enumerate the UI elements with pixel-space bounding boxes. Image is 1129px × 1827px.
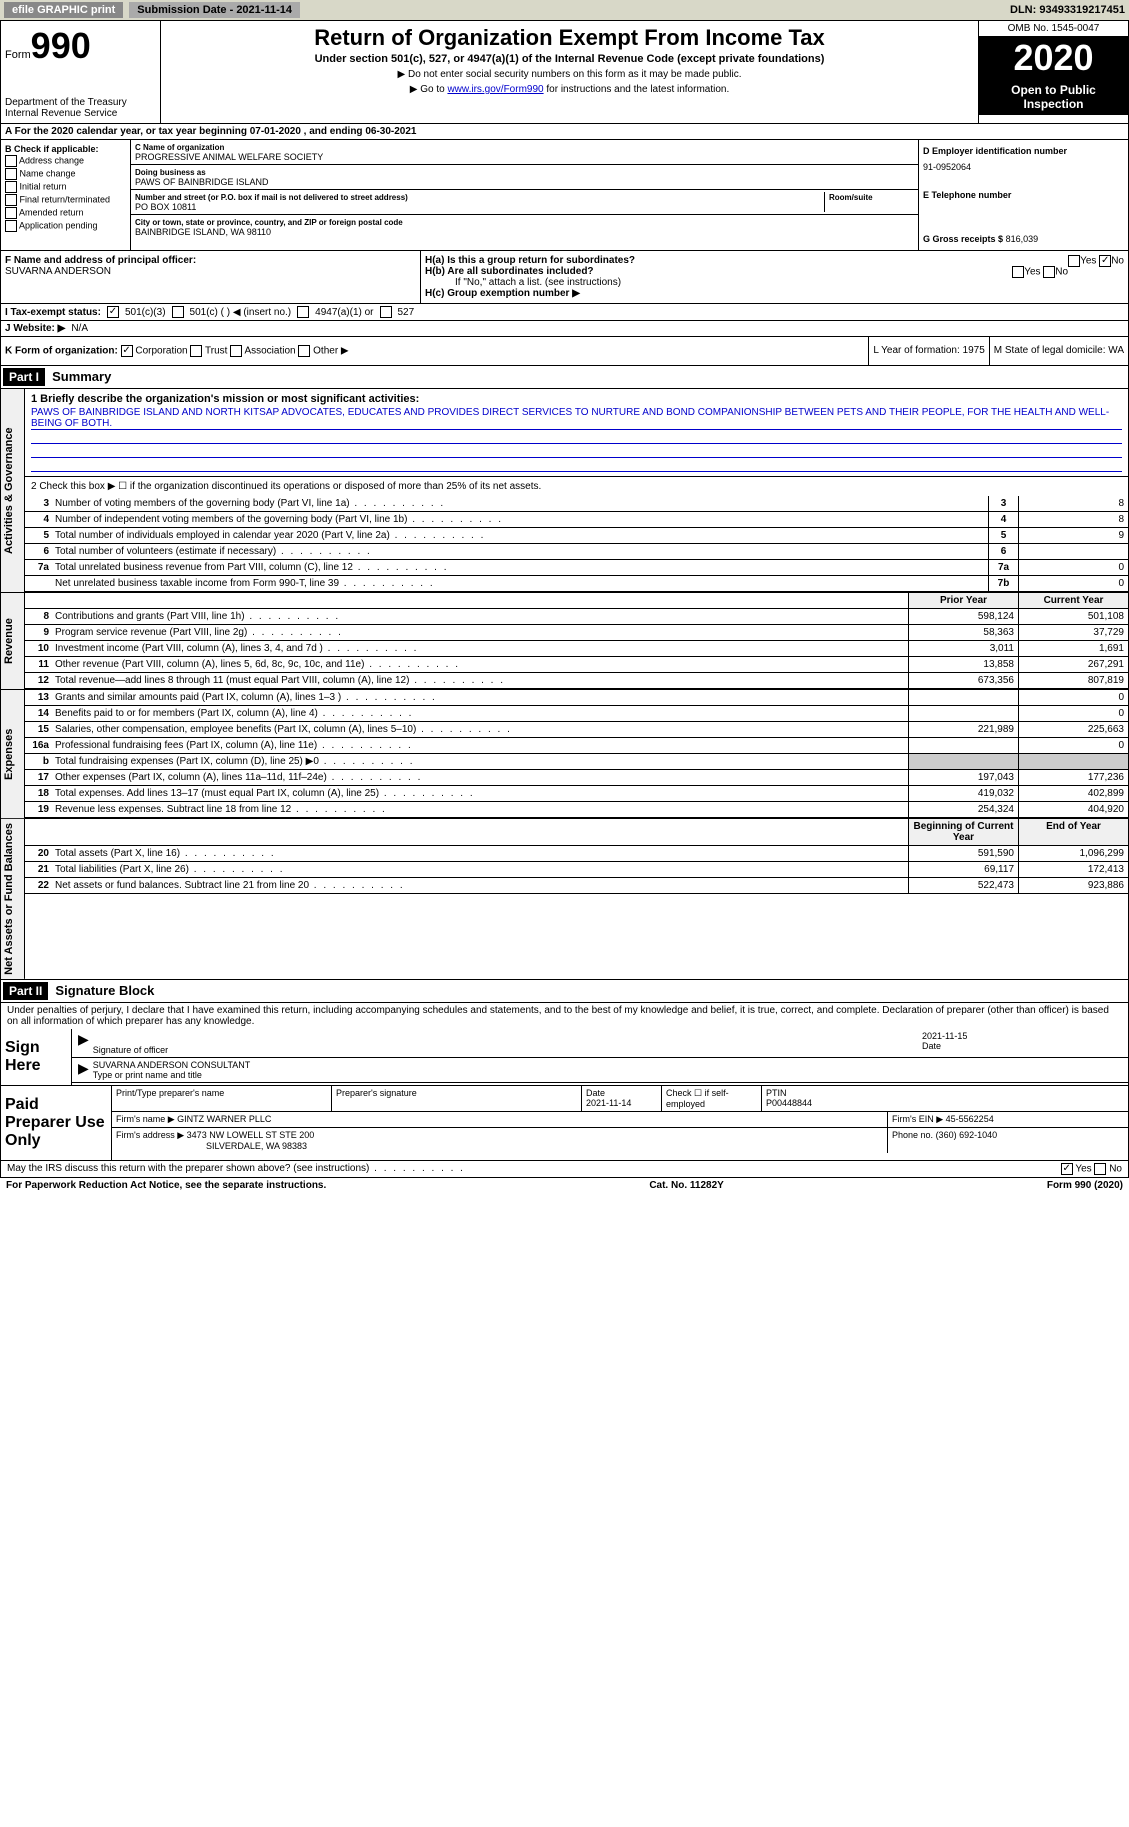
checkbox-address-change[interactable]: Address change [5,155,126,167]
section-b: B Check if applicable: Address change Na… [1,140,131,250]
paid-preparer: Paid Preparer Use Only Print/Type prepar… [0,1086,1129,1161]
checkbox-name-change[interactable]: Name change [5,168,126,180]
tab-revenue: Revenue [1,593,25,689]
discuss-row: May the IRS discuss this return with the… [0,1161,1129,1178]
line-14: 14Benefits paid to or for members (Part … [25,706,1128,722]
firm-phone: (360) 692-1040 [936,1130,998,1140]
section-c: C Name of organizationPROGRESSIVE ANIMAL… [131,140,918,250]
state-domicile: M State of legal domicile: WA [989,337,1128,365]
sign-here-label: Sign Here [1,1029,71,1085]
part2-header: Part II Signature Block [0,980,1129,1003]
line-12: 12Total revenue—add lines 8 through 11 (… [25,673,1128,689]
firm-name: GINTZ WARNER PLLC [177,1114,271,1124]
summary-governance: Activities & Governance 1 Briefly descri… [0,389,1129,593]
row-fh: F Name and address of principal officer:… [0,251,1129,304]
gov-line-4: 4Number of independent voting members of… [25,512,1128,528]
row-i: I Tax-exempt status: 501(c)(3) 501(c) ( … [0,304,1129,321]
checkbox-final-return-terminated[interactable]: Final return/terminated [5,194,126,206]
discuss-yes-chk[interactable] [1061,1163,1073,1175]
gov-line-7a: 7aTotal unrelated business revenue from … [25,560,1128,576]
section-b-label: B Check if applicable: [5,144,126,154]
tax-year: 2020 [979,37,1128,79]
form-title: Return of Organization Exempt From Incom… [165,25,974,51]
line-11: 11Other revenue (Part VIII, column (A), … [25,657,1128,673]
line-10: 10Investment income (Part VIII, column (… [25,641,1128,657]
line-18: 18Total expenses. Add lines 13–17 (must … [25,786,1128,802]
gov-line-7b: Net unrelated business taxable income fr… [25,576,1128,592]
line-16a: 16aProfessional fundraising fees (Part I… [25,738,1128,754]
summary-expenses: Expenses 13Grants and similar amounts pa… [0,690,1129,819]
line-19: 19Revenue less expenses. Subtract line 1… [25,802,1128,818]
signature-block: Under penalties of perjury, I declare th… [0,1003,1129,1086]
checkbox-application-pending[interactable]: Application pending [5,220,126,232]
officer-name: SUVARNA ANDERSON [5,266,111,277]
gov-line-6: 6Total number of volunteers (estimate if… [25,544,1128,560]
line-13: 13Grants and similar amounts paid (Part … [25,690,1128,706]
entity-block: B Check if applicable: Address change Na… [0,140,1129,251]
501c3-chk[interactable] [107,306,119,318]
hb-no-chk[interactable] [1043,266,1055,278]
open-inspection: Open to Public Inspection [979,79,1128,115]
checkbox-initial-return[interactable]: Initial return [5,181,126,193]
officer-sig-name: SUVARNA ANDERSON CONSULTANT [93,1060,251,1070]
note-link-row: ▶ Go to www.irs.gov/Form990 for instruct… [165,84,974,95]
form-subtitle: Under section 501(c), 527, or 4947(a)(1)… [165,53,974,65]
discuss-no-chk[interactable] [1094,1163,1106,1175]
gov-line-5: 5Total number of individuals employed in… [25,528,1128,544]
mission-text: PAWS OF BAINBRIDGE ISLAND AND NORTH KITS… [31,407,1122,430]
line-8: 8Contributions and grants (Part VIII, li… [25,609,1128,625]
gross-receipts: 816,039 [1006,234,1039,244]
efile-btn[interactable]: efile GRAPHIC print [4,2,123,18]
line-17: 17Other expenses (Part IX, column (A), l… [25,770,1128,786]
submission-btn[interactable]: Submission Date - 2021-11-14 [129,2,300,18]
row-k: K Form of organization: Corporation Trus… [0,337,1129,366]
tab-expenses: Expenses [1,690,25,818]
ha-yes-chk[interactable] [1068,255,1080,267]
year-formation: L Year of formation: 1975 [868,337,988,365]
line-20: 20Total assets (Part X, line 16)591,5901… [25,846,1128,862]
city: BAINBRIDGE ISLAND, WA 98110 [135,227,271,237]
topbar: efile GRAPHIC print Submission Date - 20… [0,0,1129,20]
line-22: 22Net assets or fund balances. Subtract … [25,878,1128,894]
irs-link[interactable]: www.irs.gov/Form990 [447,84,543,95]
form-number: 990 [31,25,91,66]
line-b: bTotal fundraising expenses (Part IX, co… [25,754,1128,770]
ptin: P00448844 [766,1098,812,1108]
ein: 91-0952064 [923,162,1124,172]
form-header: Form990 Department of the Treasury Inter… [0,20,1129,124]
section-d: D Employer identification number91-09520… [918,140,1128,250]
line-9: 9Program service revenue (Part VIII, lin… [25,625,1128,641]
website: N/A [71,323,88,334]
org-name: PROGRESSIVE ANIMAL WELFARE SOCIETY [135,152,323,162]
street: PO BOX 10811 [135,202,196,212]
footer: For Paperwork Reduction Act Notice, see … [0,1178,1129,1193]
gov-line-3: 3Number of voting members of the governi… [25,496,1128,512]
checkbox-amended-return[interactable]: Amended return [5,207,126,219]
summary-revenue: Revenue Prior YearCurrent Year 8Contribu… [0,593,1129,690]
ha-no-chk[interactable] [1099,255,1111,267]
dept-text: Department of the Treasury Internal Reve… [5,97,156,119]
tab-governance: Activities & Governance [1,389,25,592]
row-a-taxyear: A For the 2020 calendar year, or tax yea… [0,124,1129,140]
row-j: J Website: ▶ N/A [0,321,1129,337]
omb-number: OMB No. 1545-0047 [979,21,1128,37]
hb-yes-chk[interactable] [1012,266,1024,278]
dba: PAWS OF BAINBRIDGE ISLAND [135,177,269,187]
line-15: 15Salaries, other compensation, employee… [25,722,1128,738]
summary-netassets: Net Assets or Fund Balances Beginning of… [0,819,1129,980]
form-prefix: Form [5,49,31,61]
tab-netassets: Net Assets or Fund Balances [1,819,25,979]
firm-ein: 45-5562254 [946,1114,994,1124]
part1-header: Part I Summary [0,366,1129,389]
line-21: 21Total liabilities (Part X, line 26)69,… [25,862,1128,878]
dln-text: DLN: 93493319217451 [1010,4,1125,16]
note-ssn: ▶ Do not enter social security numbers o… [165,69,974,80]
